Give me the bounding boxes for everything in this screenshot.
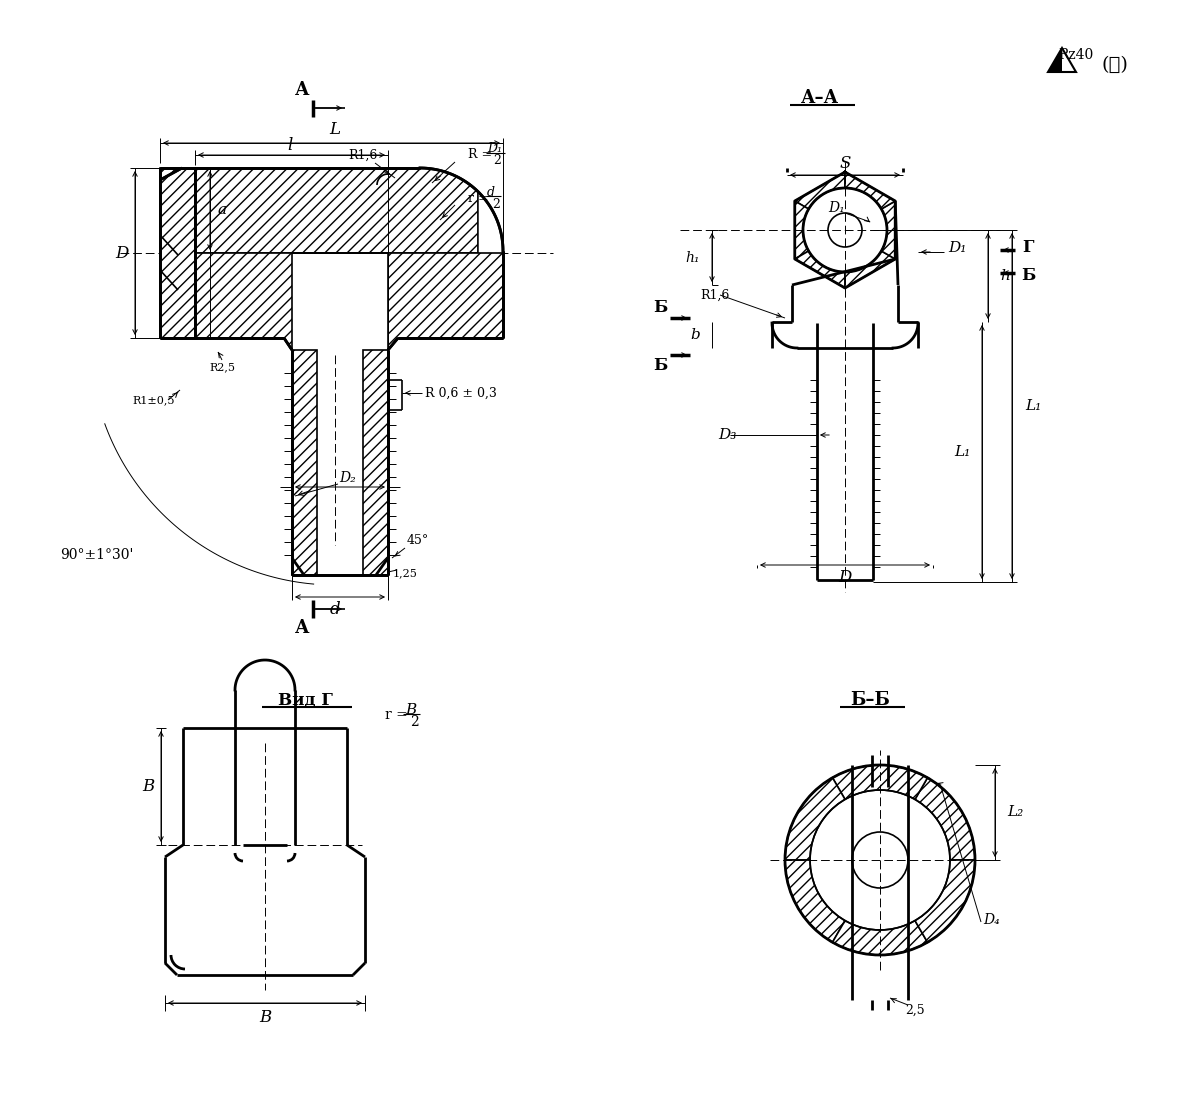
Text: D₁: D₁ xyxy=(948,240,966,255)
Polygon shape xyxy=(160,168,194,338)
Text: D₂: D₂ xyxy=(340,471,356,485)
Polygon shape xyxy=(1048,48,1062,72)
Text: D₄: D₄ xyxy=(983,914,1000,927)
Polygon shape xyxy=(881,201,895,259)
Polygon shape xyxy=(292,350,317,575)
Polygon shape xyxy=(794,251,845,288)
Text: B: B xyxy=(142,778,154,795)
Text: 2: 2 xyxy=(492,198,500,211)
Text: D₁: D₁ xyxy=(829,201,845,215)
Text: L₂: L₂ xyxy=(1007,806,1024,819)
Text: D₁: D₁ xyxy=(487,142,502,155)
Polygon shape xyxy=(194,253,503,350)
Text: D: D xyxy=(839,569,852,585)
Text: 2,5: 2,5 xyxy=(905,1004,925,1017)
Text: L: L xyxy=(330,122,341,138)
Text: a: a xyxy=(217,203,227,217)
Text: Г: Г xyxy=(1022,239,1033,257)
Text: D: D xyxy=(115,245,128,261)
Polygon shape xyxy=(845,172,895,209)
Text: h: h xyxy=(1000,269,1010,283)
Text: А–А: А–А xyxy=(800,89,839,107)
Text: R 0,6 ± 0,3: R 0,6 ± 0,3 xyxy=(425,386,497,400)
Text: 2: 2 xyxy=(493,155,500,168)
Text: А: А xyxy=(295,619,310,637)
Text: R1,6: R1,6 xyxy=(700,289,730,302)
Text: l: l xyxy=(287,136,293,154)
Polygon shape xyxy=(833,920,928,955)
Text: 90°±1°30': 90°±1°30' xyxy=(60,548,133,562)
Text: 2: 2 xyxy=(410,715,419,729)
Text: R =: R = xyxy=(468,148,492,161)
Text: (✓): (✓) xyxy=(1102,56,1128,74)
Text: R1±0,5: R1±0,5 xyxy=(132,395,174,405)
Text: А: А xyxy=(295,81,310,99)
Text: L₁: L₁ xyxy=(1025,399,1042,413)
Text: b: b xyxy=(690,328,700,341)
Polygon shape xyxy=(794,201,809,259)
Text: D₃: D₃ xyxy=(718,428,737,442)
Text: Вид Г: Вид Г xyxy=(277,692,332,708)
Text: d: d xyxy=(487,186,496,199)
Text: h₁: h₁ xyxy=(685,250,700,265)
Text: S: S xyxy=(839,155,851,171)
Text: Б: Б xyxy=(653,357,667,373)
Text: Rz40: Rz40 xyxy=(1058,48,1093,61)
Polygon shape xyxy=(845,251,895,288)
Polygon shape xyxy=(794,172,845,209)
Text: Б: Б xyxy=(1021,267,1036,283)
Polygon shape xyxy=(785,777,845,860)
Text: L₁: L₁ xyxy=(954,445,970,459)
Text: B: B xyxy=(259,1008,271,1026)
Polygon shape xyxy=(364,350,388,575)
Polygon shape xyxy=(916,860,974,942)
Text: R1,6: R1,6 xyxy=(348,148,378,161)
Text: r =: r = xyxy=(468,191,488,204)
Text: Б: Б xyxy=(653,300,667,316)
Text: R2,5: R2,5 xyxy=(209,362,235,372)
Text: r =: r = xyxy=(385,708,408,722)
Text: 45°: 45° xyxy=(407,534,430,547)
Polygon shape xyxy=(833,765,928,799)
Polygon shape xyxy=(785,860,845,942)
Polygon shape xyxy=(194,168,478,253)
Polygon shape xyxy=(916,777,974,860)
Text: d: d xyxy=(330,602,341,618)
Text: B: B xyxy=(406,703,416,717)
Text: Б–Б: Б–Б xyxy=(850,691,890,709)
Text: 1,25: 1,25 xyxy=(392,568,418,578)
